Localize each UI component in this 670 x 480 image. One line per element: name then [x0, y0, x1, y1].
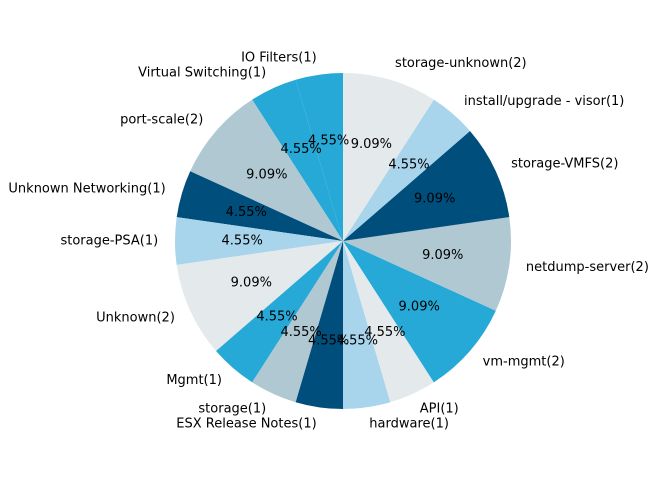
slice-category-label: ESX Release Notes(1) — [176, 416, 316, 431]
slice-pct-label: 4.55% — [337, 333, 378, 348]
slice-category-label: storage-VMFS(2) — [511, 157, 618, 172]
pie-slice-netdump-server-2 — [343, 217, 512, 311]
slice-category-label: IO Filters(1) — [241, 51, 317, 66]
slice-pct-label: 4.55% — [226, 205, 267, 220]
slice-category-label: install/upgrade - visor(1) — [464, 94, 624, 109]
slice-pct-label: 9.09% — [231, 275, 272, 290]
slice-pct-label: 9.09% — [399, 300, 440, 315]
slice-category-label: API(1) — [420, 402, 459, 417]
pie-slice-port-scale-2 — [190, 99, 343, 241]
slice-pct-label: 4.55% — [388, 157, 429, 172]
pie-slice-io-filters-1 — [295, 73, 343, 241]
percentage-labels: 4.55%4.55%9.09%4.55%4.55%9.09%4.55%4.55%… — [222, 134, 464, 349]
slice-pct-label: 4.55% — [222, 234, 263, 249]
slice-pct-label: 4.55% — [280, 325, 321, 340]
slice-category-label: storage-unknown(2) — [395, 56, 527, 71]
slice-category-label: Virtual Switching(1) — [138, 65, 266, 80]
slice-category-label: vm-mgmt(2) — [483, 355, 565, 370]
slice-pct-label: 4.55% — [308, 333, 349, 348]
pie-slice-mgmt-1 — [216, 241, 343, 383]
pie-slice-virtual-switching-1 — [252, 79, 343, 241]
slice-category-label: hardware(1) — [369, 416, 449, 431]
slice-category-label: netdump-server(2) — [526, 260, 649, 275]
pie-slice-unknown-2 — [176, 241, 343, 352]
slice-category-label: storage-PSA(1) — [60, 234, 158, 249]
pie-slice-storage-vmfs-2 — [343, 130, 510, 241]
slice-pct-label: 9.09% — [414, 192, 455, 207]
pie-slice-esx-release-notes-1 — [295, 241, 343, 409]
pie-slice-vm-mgmt-2 — [343, 241, 496, 383]
slice-pct-label: 9.09% — [351, 137, 392, 152]
slice-category-label: Mgmt(1) — [166, 373, 222, 388]
pie-slice-storage-unknown-2 — [343, 73, 434, 241]
slice-category-label: Unknown(2) — [96, 310, 175, 325]
slice-category-label: port-scale(2) — [120, 112, 203, 127]
slice-pct-label: 4.55% — [256, 310, 297, 325]
pie-slice-install-upgrade-visor-1 — [343, 99, 470, 241]
pie-slice-api-1 — [343, 241, 434, 403]
pie-slice-storage-psa-1 — [174, 217, 343, 265]
slice-pct-label: 9.09% — [246, 167, 287, 182]
slice-pct-label: 4.55% — [308, 134, 349, 149]
slice-pct-label: 9.09% — [422, 248, 463, 263]
pie-slice-storage-1 — [252, 241, 343, 403]
pie-slice-unknown-networking-1 — [176, 171, 343, 241]
pie-slices — [174, 73, 512, 409]
slice-category-label: storage(1) — [198, 402, 266, 417]
slice-pct-label: 4.55% — [364, 325, 405, 340]
slice-pct-label: 4.55% — [280, 142, 321, 157]
category-labels: IO Filters(1)Virtual Switching(1) port-sc… — [8, 51, 649, 432]
slice-category-label: Unknown Networking(1) — [8, 181, 165, 196]
pie-slice-hardware-1 — [343, 241, 391, 409]
